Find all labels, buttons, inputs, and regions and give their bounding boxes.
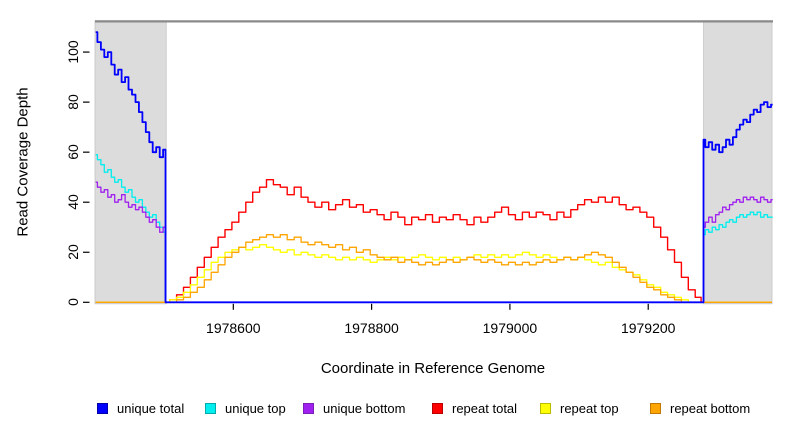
series-line-repeat-total	[95, 179, 772, 303]
unique-region-shading-left	[94, 20, 167, 305]
legend-label: repeat top	[560, 401, 619, 416]
series-line-unique-total	[95, 31, 773, 304]
legend-swatch-icon	[303, 403, 314, 414]
y-axis-title: Read Coverage Depth	[14, 87, 32, 237]
legend-swatch-icon	[650, 403, 661, 414]
legend-item-unique-bottom: unique bottom	[303, 401, 405, 416]
legend-label: unique total	[117, 401, 185, 416]
y-tick-label: 60	[65, 144, 81, 160]
legend-swatch-icon	[205, 403, 216, 414]
x-tick-label: 1978800	[344, 320, 399, 336]
legend-label: unique top	[225, 401, 286, 416]
x-tick-label: 1979200	[620, 320, 676, 336]
x-axis-title: Coordinate in Reference Genome	[320, 360, 546, 377]
legend-swatch-icon	[97, 403, 108, 414]
legend-item-repeat-bottom: repeat bottom	[650, 401, 750, 416]
y-tick-label: 20	[65, 244, 81, 261]
legend-label: repeat total	[452, 401, 518, 416]
x-tick-label: 1978600	[206, 320, 261, 336]
y-tick-label: 100	[65, 40, 81, 64]
legend-label: unique bottom	[323, 401, 406, 416]
x-tick-label: 1979000	[482, 320, 538, 336]
y-tick-label: 40	[65, 194, 81, 210]
y-tick-label: 80	[65, 94, 81, 110]
legend-swatch-icon	[432, 403, 443, 414]
y-tick-label: 0	[65, 298, 81, 307]
legend-item-repeat-top: repeat top	[540, 401, 619, 416]
legend-item-repeat-total: repeat total	[432, 401, 517, 416]
unique-region-shading-right	[703, 20, 773, 305]
legend-item-unique-top: unique top	[205, 401, 286, 416]
series-line-repeat-top	[95, 244, 772, 303]
series-line-repeat-bottom	[95, 234, 772, 303]
legend-item-unique-total: unique total	[97, 401, 184, 416]
legend-swatch-icon	[540, 403, 551, 414]
legend-label: repeat bottom	[670, 401, 751, 416]
